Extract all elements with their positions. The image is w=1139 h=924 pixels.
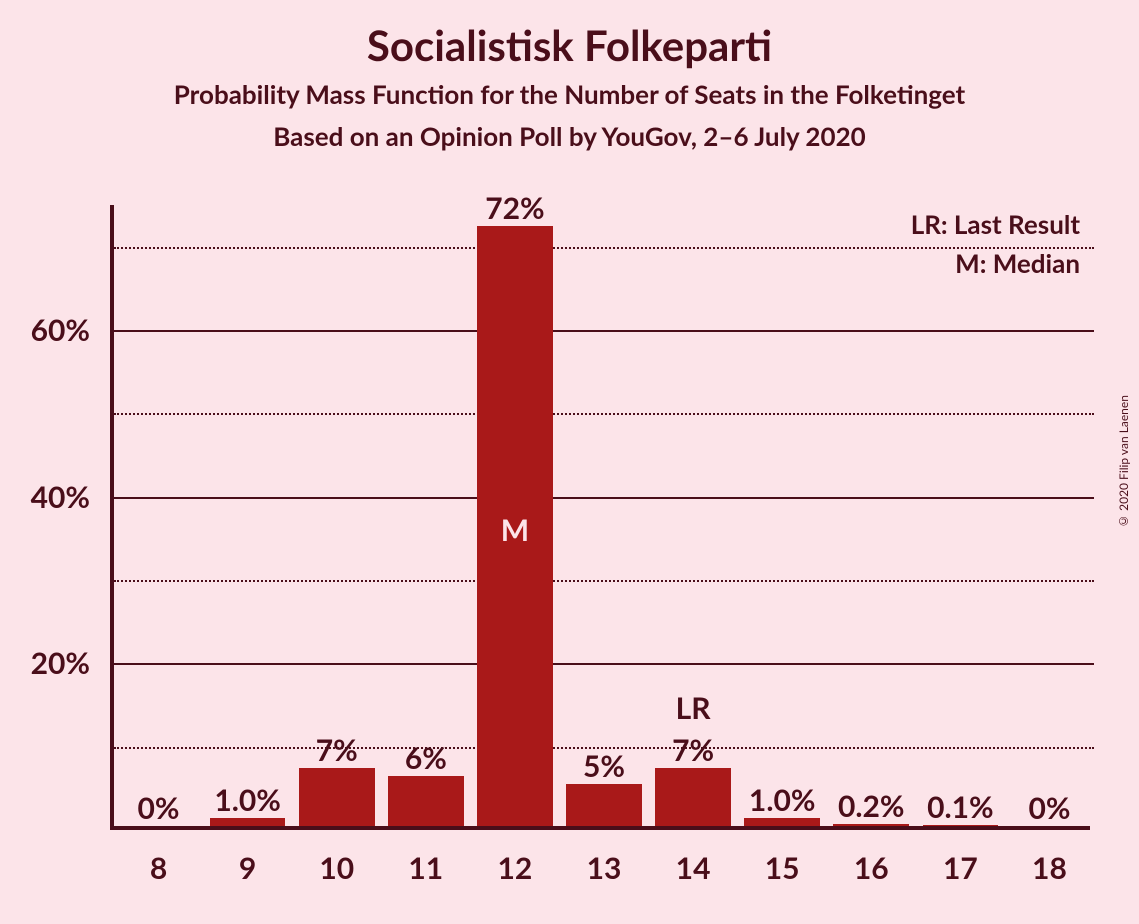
page-subtitle: Probability Mass Function for the Number…	[0, 78, 1139, 110]
bar	[655, 768, 731, 826]
bar-value-label: 1.0%	[749, 782, 816, 818]
x-axis-label: 10	[319, 850, 354, 886]
page-subtitle-2: Based on an Opinion Poll by YouGov, 2–6 …	[0, 120, 1139, 152]
bar-value-label: 6%	[405, 740, 447, 776]
page-title: Socialistisk Folkeparti	[0, 20, 1139, 70]
bar-value-label: 0%	[1028, 790, 1070, 826]
x-axis-label: 9	[239, 850, 256, 886]
legend-lr: LR: Last Result	[911, 205, 1080, 244]
legend: LR: Last Result M: Median	[911, 205, 1080, 283]
legend-m: M: Median	[911, 244, 1080, 283]
x-axis-label: 14	[676, 850, 711, 886]
gridline-minor	[114, 413, 1094, 415]
plot-area: 20%40%60%0%81.0%97%106%1172%12M5%137%14L…	[110, 205, 1090, 830]
bar	[299, 768, 375, 826]
bar	[388, 776, 464, 826]
bar	[923, 825, 999, 826]
bar-value-label: 72%	[485, 190, 544, 226]
bar-value-label: 0%	[138, 790, 180, 826]
x-axis-label: 13	[587, 850, 622, 886]
bar	[833, 824, 909, 826]
bar-value-label: 0.2%	[838, 788, 905, 824]
bar-value-label: 0.1%	[927, 789, 994, 825]
y-axis-label: 20%	[31, 645, 90, 681]
bar	[744, 818, 820, 826]
bar-value-label: 5%	[583, 748, 625, 784]
gridline-major	[114, 663, 1094, 665]
median-mark: M	[501, 512, 529, 548]
gridline-minor	[114, 580, 1094, 582]
bar-value-label: 7%	[672, 732, 714, 768]
x-axis-label: 18	[1032, 850, 1067, 886]
x-axis-label: 17	[943, 850, 978, 886]
gridline-major	[114, 497, 1094, 499]
bar	[210, 818, 286, 826]
gridline-major	[114, 330, 1094, 332]
x-axis-label: 12	[498, 850, 533, 886]
x-axis-label: 16	[854, 850, 889, 886]
bar-value-label: 1.0%	[214, 782, 281, 818]
copyright: © 2020 Filip van Laenen	[1116, 395, 1131, 529]
y-axis-label: 40%	[31, 479, 90, 515]
x-axis-label: 15	[765, 850, 800, 886]
bar-value-label: 7%	[316, 732, 358, 768]
x-axis-label: 8	[150, 850, 167, 886]
lr-mark: LR	[676, 690, 711, 726]
chart: 20%40%60%0%81.0%97%106%1172%12M5%137%14L…	[110, 205, 1090, 830]
x-axis-label: 11	[408, 850, 443, 886]
bar	[566, 784, 642, 826]
y-axis-label: 60%	[31, 312, 90, 348]
